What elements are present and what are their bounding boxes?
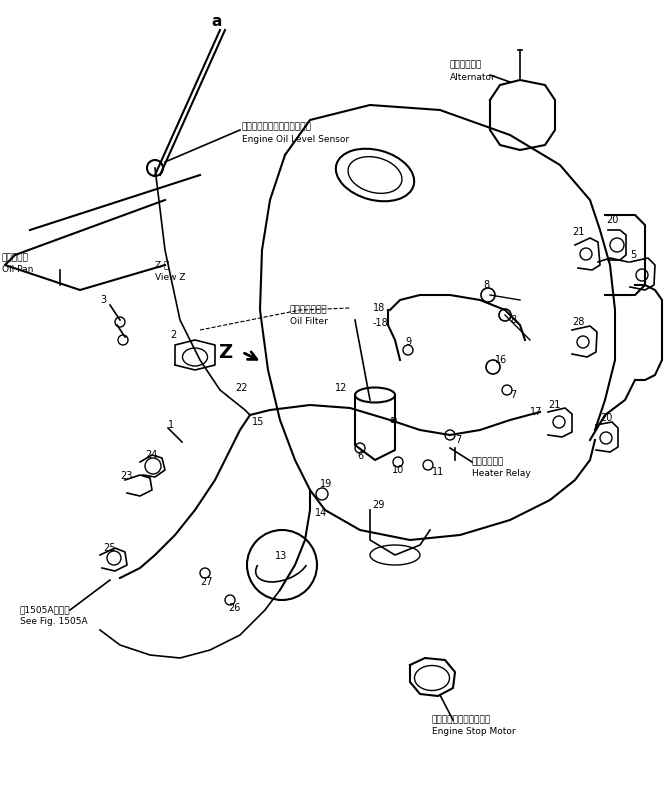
Text: 24: 24: [145, 450, 157, 460]
Text: 21: 21: [548, 400, 560, 410]
Text: Z 椅: Z 椅: [155, 261, 169, 270]
Text: 19: 19: [320, 479, 332, 489]
Text: 20: 20: [600, 413, 612, 423]
Text: 1: 1: [168, 420, 174, 430]
Text: 第1505A図参照: 第1505A図参照: [20, 606, 71, 615]
Text: 26: 26: [228, 603, 240, 613]
Text: ヒータリレー: ヒータリレー: [472, 458, 504, 467]
Text: Engine Stop Motor: Engine Stop Motor: [432, 727, 516, 736]
Text: -18: -18: [373, 318, 389, 328]
Text: 11: 11: [432, 467, 444, 477]
Text: 29: 29: [372, 500, 384, 510]
Text: 6: 6: [357, 451, 363, 461]
Text: エンジンストップモータ: エンジンストップモータ: [432, 715, 491, 724]
Text: 22: 22: [235, 383, 247, 393]
Text: 5: 5: [630, 250, 636, 260]
Text: 2: 2: [170, 330, 176, 340]
Text: 20: 20: [606, 215, 618, 225]
Text: オイルフィルタ: オイルフィルタ: [290, 305, 327, 314]
Text: Alternator: Alternator: [450, 73, 496, 82]
Text: Engine Oil Level Sensor: Engine Oil Level Sensor: [242, 135, 349, 144]
Text: a: a: [390, 415, 397, 425]
Text: See Fig. 1505A: See Fig. 1505A: [20, 617, 87, 626]
Text: 7: 7: [455, 435, 462, 445]
Text: 21: 21: [572, 227, 584, 237]
Text: 3: 3: [100, 295, 106, 305]
Text: エンジンオイルレベルセンサ: エンジンオイルレベルセンサ: [242, 122, 312, 131]
Text: Z: Z: [218, 343, 232, 361]
Text: 16: 16: [495, 355, 507, 365]
Text: 7: 7: [510, 390, 516, 400]
Text: 9: 9: [405, 337, 411, 347]
Text: 15: 15: [252, 417, 264, 427]
Text: 12: 12: [335, 383, 348, 393]
Text: 8: 8: [483, 280, 489, 290]
Text: 27: 27: [200, 577, 213, 587]
Text: a: a: [212, 15, 222, 29]
Text: Oil Pan: Oil Pan: [2, 266, 33, 275]
Text: オイルパン: オイルパン: [2, 254, 29, 262]
Text: 14: 14: [315, 508, 327, 518]
Text: Oil Filter: Oil Filter: [290, 318, 328, 326]
Text: Heater Relay: Heater Relay: [472, 470, 531, 479]
Text: 8: 8: [510, 315, 516, 325]
Text: 10: 10: [392, 465, 404, 475]
Text: View Z: View Z: [155, 274, 185, 283]
Text: 17: 17: [530, 407, 542, 417]
Text: 23: 23: [120, 471, 132, 481]
Text: 18: 18: [373, 303, 385, 313]
Text: 28: 28: [572, 317, 584, 327]
Text: 13: 13: [275, 551, 287, 561]
Text: オルタネータ: オルタネータ: [450, 61, 482, 70]
Text: 25: 25: [103, 543, 115, 553]
